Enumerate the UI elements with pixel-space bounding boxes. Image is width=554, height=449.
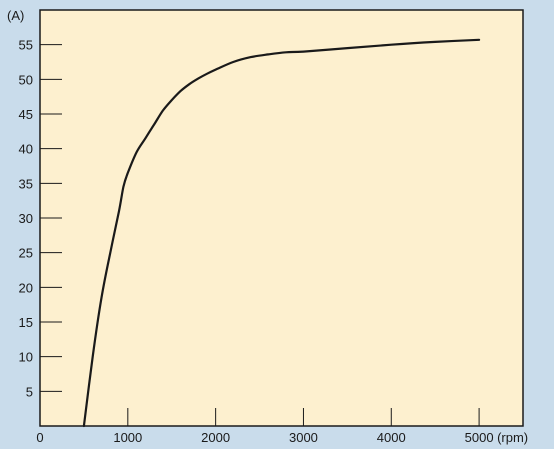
y-tick-label: 45 <box>19 107 33 122</box>
x-tick-label: 1000 <box>113 430 142 445</box>
y-tick-label: 50 <box>19 72 33 87</box>
x-unit-label: (rpm) <box>497 430 528 445</box>
y-tick-label: 15 <box>19 315 33 330</box>
x-tick-label: 0 <box>36 430 43 445</box>
tick-labels: 0 1000 2000 3000 4000 5000 (rpm) 5 10 15 20 25 30 35 4… <box>19 38 529 445</box>
y-tick-label: 25 <box>19 246 33 261</box>
y-tick-label: 5 <box>26 384 33 399</box>
y-tick-label: 30 <box>19 211 33 226</box>
axis-ticks <box>40 44 480 426</box>
x-tick-label: 5000 <box>465 430 494 445</box>
y-tick-label: 10 <box>19 350 33 365</box>
y-tick-label: 40 <box>19 142 33 157</box>
y-unit-label: (A) <box>7 8 24 23</box>
y-tick-label: 55 <box>19 38 33 53</box>
y-tick-label: 20 <box>19 280 33 295</box>
plot-area <box>39 9 524 427</box>
x-tick-label: 4000 <box>377 430 406 445</box>
x-tick-label: 2000 <box>201 430 230 445</box>
y-tick-label: 35 <box>19 176 33 191</box>
x-tick-label: 3000 <box>289 430 318 445</box>
series-line <box>82 38 481 428</box>
